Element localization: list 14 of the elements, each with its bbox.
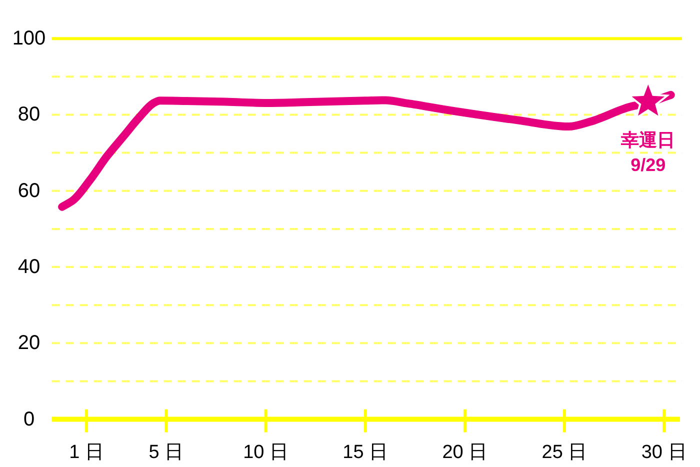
y-tick-label: 100 <box>12 28 46 50</box>
y-tick-label: 20 <box>18 332 40 354</box>
y-tick-label: 0 <box>23 408 35 430</box>
x-tick-label: 25 日 <box>542 442 588 463</box>
x-tick-label: 15 日 <box>342 442 388 463</box>
x-tick-label: 30 日 <box>641 442 687 463</box>
annotation: 幸運日 9/29 <box>621 130 676 175</box>
y-tick-label: 40 <box>18 256 40 278</box>
x-tick-label: 5 日 <box>148 442 184 463</box>
y-tick-label: 80 <box>18 104 40 126</box>
x-tick-label: 20 日 <box>442 442 488 463</box>
x-tick-label: 1 日 <box>69 442 104 463</box>
x-tick-label: 10 日 <box>243 442 288 463</box>
y-tick-label: 60 <box>18 180 40 202</box>
